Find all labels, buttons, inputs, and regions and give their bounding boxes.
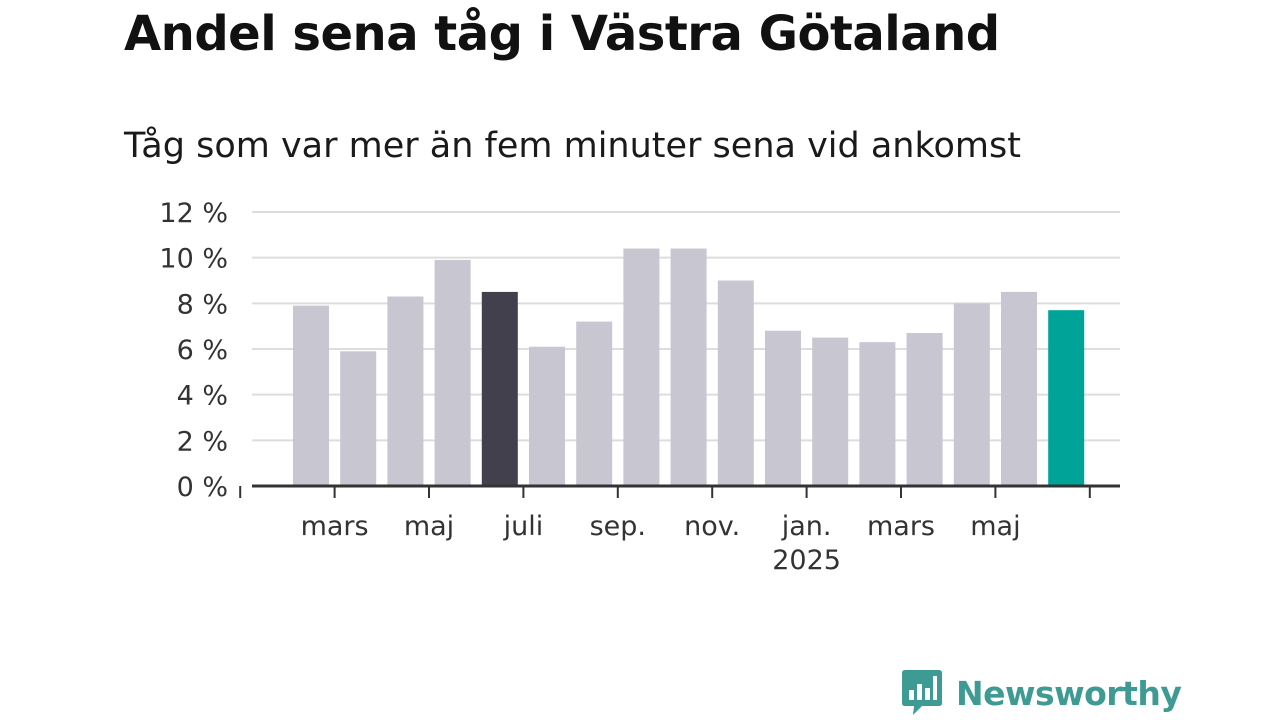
- bar: [670, 248, 707, 486]
- x-tick-label: juli: [503, 511, 544, 542]
- x-tick-label: maj: [404, 511, 454, 542]
- y-tick-label: 10 %: [159, 244, 228, 275]
- y-tick-label: 4 %: [177, 381, 228, 412]
- bar: [812, 337, 849, 486]
- x-axis-ticks: mars maj juli sep. nov. jan.2025 mars maj: [239, 486, 1091, 576]
- bar: [293, 305, 329, 486]
- x-tick-label: jan.: [781, 511, 832, 542]
- bar: [717, 280, 754, 486]
- bar: [765, 330, 801, 486]
- y-tick-label: 0 %: [177, 472, 228, 503]
- bar: [1001, 291, 1037, 486]
- bar: [387, 296, 424, 486]
- bar: [340, 351, 377, 486]
- bar: [529, 346, 565, 486]
- bars: [293, 248, 1085, 486]
- y-axis-ticks: 0 % 2 % 4 % 6 % 8 % 10 % 12 %: [159, 198, 228, 503]
- bar: [481, 291, 518, 486]
- x-tick-label: mars: [301, 511, 369, 542]
- bar: [434, 259, 471, 486]
- bar: [953, 303, 990, 486]
- chart-title: Andel sena tåg i Västra Götaland: [124, 6, 1000, 62]
- x-tick-label: sep.: [590, 511, 646, 542]
- newsworthy-logo: Newsworthy: [902, 670, 1182, 716]
- bar-chart-speech-bubble-icon: [902, 670, 942, 715]
- x-tick-sublabel: 2025: [772, 545, 841, 576]
- x-tick-label: maj: [970, 511, 1020, 542]
- brand-name: Newsworthy: [956, 673, 1182, 713]
- bar: [1048, 310, 1085, 486]
- bar: [576, 321, 613, 486]
- chart-subtitle: Tåg som var mer än fem minuter sena vid …: [124, 126, 1021, 166]
- y-tick-label: 6 %: [177, 335, 228, 366]
- y-tick-label: 8 %: [177, 289, 228, 320]
- x-tick-label: mars: [867, 511, 935, 542]
- y-tick-label: 2 %: [177, 426, 228, 457]
- x-tick-label: nov.: [684, 511, 740, 542]
- y-tick-label: 12 %: [159, 198, 228, 229]
- bar: [906, 333, 943, 486]
- bar: [859, 342, 896, 486]
- bar: [623, 248, 660, 486]
